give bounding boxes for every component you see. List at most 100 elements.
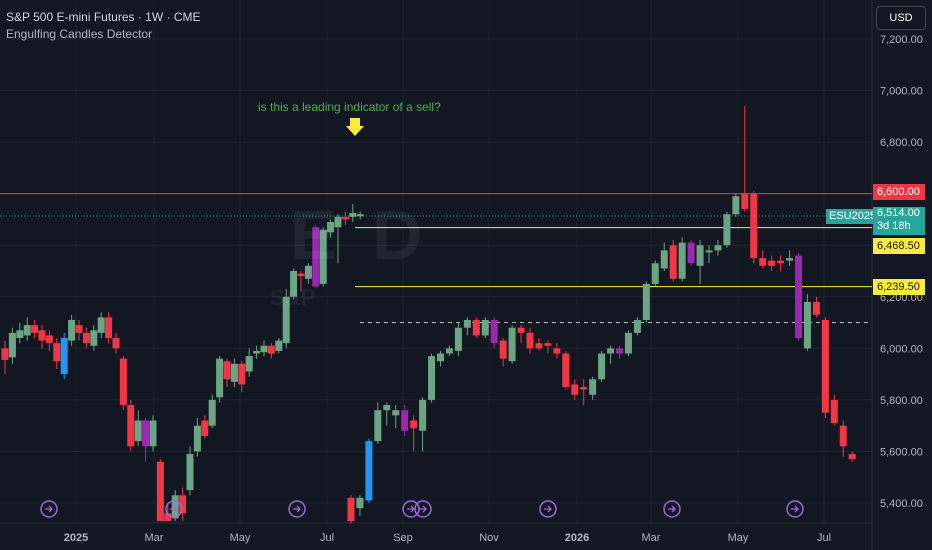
candle-body — [437, 353, 444, 362]
candle-body — [142, 420, 150, 447]
candle-body — [562, 353, 570, 387]
candle-body — [238, 363, 246, 385]
candle-body — [38, 330, 46, 341]
candle-body — [223, 361, 231, 380]
candle-body — [334, 216, 342, 228]
candle-body — [419, 399, 427, 431]
x-tick-label: Sep — [393, 532, 413, 544]
indicator-name[interactable]: Engulfing Candles Detector — [6, 27, 153, 41]
watermark-logo-d: D — [372, 196, 423, 274]
y-tick-label: 7,000.00 — [880, 86, 923, 98]
event-marker-icon[interactable] — [414, 500, 432, 518]
price-tag-red-level: 6,600.00 — [873, 184, 925, 200]
event-marker-icon[interactable] — [539, 500, 557, 518]
candle-body — [821, 319, 829, 413]
candle-body — [580, 387, 588, 390]
candle-body — [607, 348, 615, 354]
y-tick-label: 7,200.00 — [880, 34, 923, 46]
candle-body — [741, 193, 749, 210]
event-marker-icon[interactable] — [165, 500, 183, 518]
candle-body — [383, 405, 391, 411]
candle-body — [119, 358, 127, 406]
candle-body — [230, 363, 238, 382]
candle-body — [410, 420, 418, 429]
candle-body — [401, 410, 409, 431]
candle-body — [31, 325, 39, 333]
candle-body — [490, 319, 498, 344]
candle-body — [245, 356, 253, 372]
x-tick-label: Mar — [642, 532, 661, 544]
candle-body — [517, 327, 525, 333]
candle-body — [349, 213, 357, 217]
watermark-logo: E — [290, 196, 337, 274]
event-marker-icon[interactable] — [40, 500, 58, 518]
candle-body — [642, 283, 650, 320]
y-tick-label: 5,400.00 — [880, 498, 923, 510]
annotation-text: is this a leading indicator of a sell? — [258, 100, 441, 114]
price-tag-yellow-upper: 6,468.50 — [873, 238, 925, 254]
candle-body — [8, 332, 16, 358]
candle-body — [23, 325, 31, 336]
candle-body — [759, 258, 767, 266]
candle-body — [290, 271, 298, 297]
candle-body — [253, 350, 261, 354]
candle-body — [1, 348, 9, 360]
candle-body — [82, 332, 90, 344]
event-marker-icon[interactable] — [288, 500, 306, 518]
candle-body — [365, 441, 373, 501]
y-tick-label: 6,000.00 — [880, 343, 923, 355]
event-marker-icon[interactable] — [786, 500, 804, 518]
candle-body — [134, 420, 142, 442]
candle-body — [732, 196, 740, 215]
candle-body — [678, 242, 686, 279]
candle-body — [208, 399, 216, 426]
candle-body — [275, 340, 283, 351]
candle-body — [53, 343, 61, 362]
candle-body — [60, 338, 68, 375]
candle-body — [304, 265, 312, 279]
candle-body — [696, 245, 704, 266]
candle-body — [830, 399, 838, 424]
candle-body — [445, 348, 453, 354]
currency-button[interactable]: USD — [876, 6, 926, 30]
candle-body — [795, 255, 802, 339]
candle-body — [127, 405, 135, 447]
watermark-text: S&P — [270, 285, 316, 310]
candle-body — [786, 258, 794, 261]
candle-body — [186, 454, 194, 491]
candle-body — [216, 358, 224, 398]
candle-body — [356, 214, 364, 217]
candle-body — [260, 345, 268, 353]
candle-body — [526, 332, 534, 349]
y-tick-label: 5,800.00 — [880, 395, 923, 407]
x-tick-label: May — [230, 532, 251, 544]
countdown: 3d 18h — [877, 220, 911, 232]
symbol-title[interactable]: S&P 500 E-mini Futures · 1W · CME — [6, 10, 201, 24]
candle-body — [616, 348, 623, 354]
event-marker-icon[interactable] — [663, 500, 681, 518]
down-arrow-icon — [346, 118, 364, 136]
candle-body — [687, 242, 695, 264]
x-tick-label: Nov — [479, 532, 499, 544]
candle-body — [193, 425, 201, 452]
candle-body — [571, 384, 579, 395]
candle-body — [723, 214, 731, 246]
candle-body — [267, 345, 275, 354]
candle-body — [669, 245, 677, 279]
y-tick-label: 5,600.00 — [880, 446, 923, 458]
candle-body — [472, 319, 480, 336]
x-tick-label: May — [728, 532, 749, 544]
candle-body — [714, 245, 722, 251]
candle-body — [297, 273, 305, 277]
candle-body — [803, 301, 811, 349]
candle-body — [839, 425, 847, 447]
candle-body — [589, 379, 597, 395]
candle-body — [68, 319, 76, 341]
candle-body — [705, 250, 713, 253]
x-tick-label: Mar — [145, 532, 164, 544]
candle-body — [282, 296, 290, 344]
candle-body — [45, 335, 53, 344]
candle-body — [97, 317, 105, 333]
candle-body — [660, 250, 668, 269]
